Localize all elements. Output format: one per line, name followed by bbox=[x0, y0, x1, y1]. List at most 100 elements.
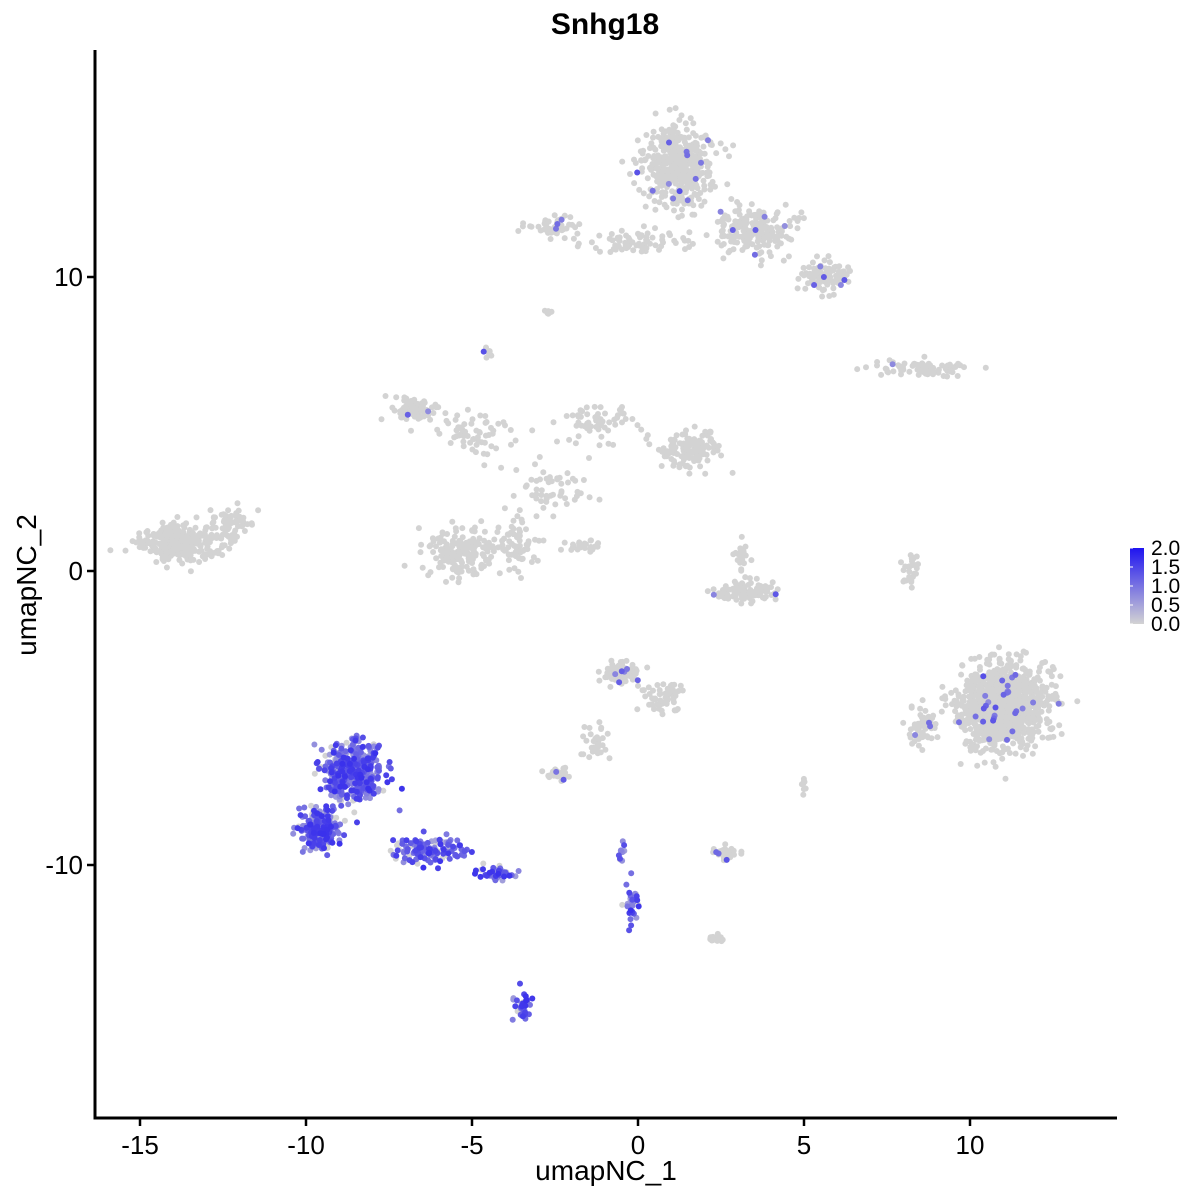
data-point bbox=[212, 524, 219, 531]
data-point bbox=[579, 408, 586, 415]
data-point bbox=[691, 436, 698, 443]
data-point bbox=[927, 367, 934, 374]
data-point bbox=[621, 842, 628, 849]
data-point bbox=[236, 517, 243, 524]
data-point bbox=[996, 655, 1003, 662]
data-point bbox=[222, 530, 228, 537]
data-point bbox=[176, 557, 183, 563]
data-point bbox=[642, 203, 649, 210]
data-point bbox=[567, 214, 574, 221]
data-point bbox=[1017, 657, 1024, 664]
data-point bbox=[1015, 722, 1022, 729]
data-point bbox=[519, 1013, 526, 1020]
data-point bbox=[752, 227, 759, 233]
data-point bbox=[353, 795, 360, 802]
data-point bbox=[612, 421, 619, 428]
data-point bbox=[650, 128, 657, 135]
data-point bbox=[122, 547, 129, 554]
data-point bbox=[710, 937, 716, 944]
data-point bbox=[457, 557, 464, 564]
data-point bbox=[986, 736, 993, 743]
data-point bbox=[563, 225, 570, 232]
data-point bbox=[684, 197, 691, 204]
data-point bbox=[794, 218, 801, 224]
data-point bbox=[163, 564, 170, 571]
data-point bbox=[442, 410, 449, 417]
data-point bbox=[347, 747, 354, 754]
data-point bbox=[558, 216, 565, 223]
data-point bbox=[800, 791, 807, 798]
data-point bbox=[592, 414, 599, 421]
data-point bbox=[476, 535, 483, 542]
data-point bbox=[703, 158, 710, 165]
data-point bbox=[1049, 664, 1056, 670]
data-point bbox=[1025, 714, 1032, 721]
data-point bbox=[374, 774, 381, 781]
data-point bbox=[529, 427, 536, 434]
data-point bbox=[419, 564, 426, 571]
data-point bbox=[628, 870, 635, 877]
data-point bbox=[822, 265, 829, 272]
data-point bbox=[651, 198, 658, 204]
data-point bbox=[487, 352, 494, 358]
data-point bbox=[612, 671, 619, 678]
data-point bbox=[338, 745, 345, 752]
data-point bbox=[462, 428, 469, 435]
data-point bbox=[571, 496, 578, 503]
data-point bbox=[682, 431, 689, 438]
data-point bbox=[627, 171, 633, 177]
data-point bbox=[563, 413, 570, 419]
data-point bbox=[720, 255, 727, 262]
data-point bbox=[495, 420, 502, 427]
data-point bbox=[606, 755, 613, 762]
data-point bbox=[634, 137, 641, 144]
data-point bbox=[359, 744, 366, 750]
data-point bbox=[359, 734, 366, 741]
data-point bbox=[794, 285, 801, 292]
data-point bbox=[505, 557, 512, 564]
data-point bbox=[513, 997, 520, 1004]
data-point bbox=[169, 522, 176, 529]
data-point bbox=[311, 770, 318, 777]
data-point bbox=[324, 852, 331, 859]
data-point bbox=[1016, 692, 1023, 699]
data-point bbox=[225, 507, 232, 514]
data-point bbox=[967, 726, 974, 732]
data-point bbox=[1009, 728, 1016, 735]
data-point bbox=[652, 695, 659, 702]
data-point bbox=[654, 682, 661, 688]
data-point bbox=[532, 536, 538, 543]
data-point bbox=[726, 586, 733, 593]
data-point bbox=[608, 657, 615, 664]
data-point bbox=[658, 463, 665, 469]
data-point bbox=[411, 396, 418, 403]
data-point bbox=[972, 713, 979, 720]
data-point bbox=[523, 526, 529, 533]
data-point bbox=[539, 768, 546, 775]
data-point bbox=[1024, 687, 1030, 694]
data-point bbox=[547, 226, 554, 233]
data-point bbox=[836, 263, 843, 270]
data-point bbox=[644, 432, 651, 439]
data-point bbox=[830, 291, 837, 298]
data-point bbox=[384, 779, 391, 786]
data-point bbox=[974, 723, 981, 730]
data-point bbox=[515, 568, 522, 575]
data-point bbox=[811, 282, 818, 288]
data-point bbox=[187, 568, 194, 575]
data-point bbox=[573, 422, 580, 429]
data-point bbox=[404, 411, 411, 418]
data-point bbox=[608, 231, 615, 237]
data-point bbox=[692, 132, 699, 139]
data-point bbox=[732, 208, 739, 215]
data-point bbox=[372, 750, 379, 757]
data-point bbox=[209, 520, 216, 527]
data-point bbox=[307, 821, 314, 828]
data-point bbox=[1031, 716, 1038, 723]
data-point bbox=[753, 575, 760, 582]
data-point bbox=[694, 185, 701, 192]
data-point bbox=[1048, 681, 1055, 688]
data-point bbox=[687, 115, 694, 122]
data-point bbox=[660, 681, 667, 688]
data-point bbox=[919, 747, 926, 753]
